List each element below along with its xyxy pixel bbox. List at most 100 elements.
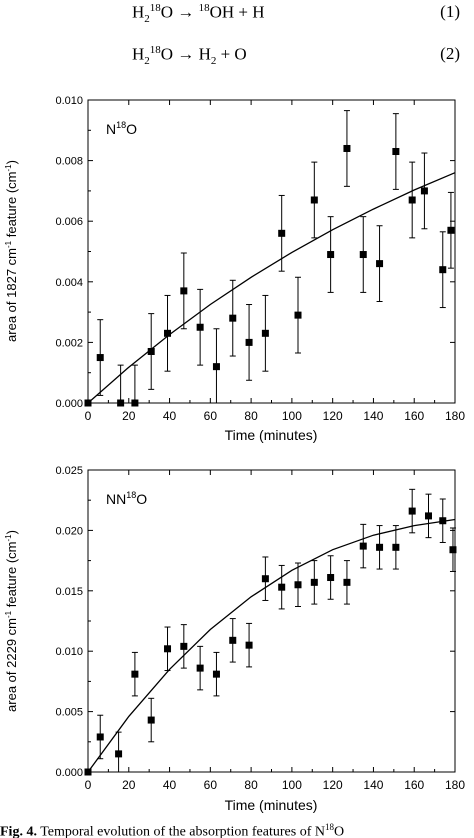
eq1-arrow: → bbox=[177, 2, 195, 22]
x-tick-label: 160 bbox=[404, 409, 424, 423]
data-point bbox=[84, 768, 92, 776]
point-marker bbox=[229, 314, 237, 322]
data-point bbox=[310, 560, 318, 605]
y-tick-label: 0.015 bbox=[55, 586, 83, 598]
data-point bbox=[408, 488, 416, 534]
x-tick-label: 180 bbox=[445, 778, 465, 792]
fit-curve bbox=[87, 172, 456, 404]
y-axis-label: area of 2229 cm-1 feature (cm-1) bbox=[4, 530, 19, 712]
data-point bbox=[212, 328, 220, 404]
point-marker bbox=[327, 574, 335, 582]
data-point bbox=[117, 364, 125, 407]
data-point bbox=[392, 525, 400, 570]
eq1-rhs-sup: 18 bbox=[198, 2, 210, 14]
point-marker bbox=[376, 260, 384, 268]
plot-frame bbox=[87, 99, 456, 404]
point-marker bbox=[278, 583, 286, 591]
point-marker bbox=[408, 507, 416, 515]
data-point bbox=[261, 294, 269, 372]
point-marker bbox=[449, 546, 457, 554]
point-marker bbox=[261, 575, 269, 583]
data-point bbox=[359, 523, 367, 569]
x-tick-label: 160 bbox=[404, 778, 424, 792]
point-marker bbox=[212, 670, 220, 678]
data-point bbox=[196, 645, 204, 691]
point-marker bbox=[310, 578, 318, 586]
data-point bbox=[327, 555, 335, 600]
eq2-arrow: → bbox=[177, 44, 195, 64]
point-marker bbox=[278, 229, 286, 237]
eq2-rhs: H bbox=[198, 44, 211, 64]
data-point bbox=[212, 651, 220, 697]
equation-1-formula: H218O → 18OH + H bbox=[132, 2, 264, 25]
eq2-rhs-sub: 2 bbox=[210, 55, 217, 68]
equation-1-number: (1) bbox=[440, 2, 460, 21]
data-point bbox=[376, 525, 384, 570]
data-point bbox=[96, 319, 104, 396]
point-marker bbox=[96, 733, 104, 741]
data-point bbox=[424, 493, 432, 539]
x-axis-label: Time (minutes) bbox=[225, 797, 318, 813]
x-tick-label: 80 bbox=[244, 778, 258, 792]
point-marker bbox=[376, 543, 384, 551]
point-marker bbox=[180, 642, 188, 650]
plot-frame bbox=[87, 469, 456, 773]
x-tick-label: 80 bbox=[244, 409, 258, 423]
data-point bbox=[439, 498, 447, 543]
point-marker bbox=[131, 399, 139, 407]
data-point bbox=[96, 714, 104, 760]
data-point bbox=[310, 161, 318, 239]
point-marker bbox=[164, 329, 172, 337]
data-point bbox=[343, 110, 351, 187]
eq1-lhs-tail: O bbox=[160, 2, 174, 22]
y-tick-label: 0.000 bbox=[55, 398, 83, 410]
point-marker bbox=[261, 329, 269, 337]
data-point bbox=[327, 216, 335, 293]
point-marker bbox=[439, 266, 447, 274]
data-point bbox=[439, 231, 447, 309]
point-marker bbox=[115, 750, 123, 758]
caption-label: Fig. 4. bbox=[0, 824, 37, 838]
point-marker bbox=[343, 578, 351, 586]
x-tick-label: 40 bbox=[163, 409, 177, 423]
data-points bbox=[84, 110, 455, 407]
eq2-lhs-tail: O bbox=[160, 44, 174, 64]
data-point bbox=[294, 562, 302, 608]
figure-caption: Fig. 4. Temporal evolution of the absorp… bbox=[0, 822, 474, 838]
data-point bbox=[420, 152, 428, 230]
data-point bbox=[343, 560, 351, 605]
data-point bbox=[245, 304, 253, 381]
y-tick-label: 0.006 bbox=[55, 216, 83, 228]
data-point bbox=[229, 618, 237, 663]
y-axis: 0.000 0.002 0.004 0.006 0.008 0.010 bbox=[55, 95, 455, 410]
data-point bbox=[180, 624, 188, 669]
data-point bbox=[392, 113, 400, 190]
point-marker bbox=[147, 716, 155, 724]
y-tick-label: 0.004 bbox=[55, 277, 83, 289]
chart-n18o: 0 20 40 60 80 100 120 140 160 180 0.000 0.002 0.004… bbox=[4, 95, 465, 443]
data-point bbox=[164, 294, 172, 372]
point-marker bbox=[84, 399, 92, 407]
data-point bbox=[131, 651, 139, 697]
fit-curve bbox=[87, 518, 456, 773]
point-marker bbox=[343, 144, 351, 152]
x-tick-label: 20 bbox=[122, 778, 136, 792]
equation-1: H218O → 18OH + H (1) bbox=[0, 0, 474, 30]
data-point bbox=[131, 364, 139, 407]
x-tick-label: 60 bbox=[204, 778, 218, 792]
x-tick-label: 140 bbox=[363, 409, 383, 423]
x-tick-label: 40 bbox=[163, 778, 177, 792]
species-label: N18O bbox=[106, 120, 137, 137]
y-tick-label: 0.000 bbox=[55, 767, 83, 779]
data-point bbox=[84, 399, 92, 407]
point-marker bbox=[180, 287, 188, 295]
x-tick-label: 60 bbox=[204, 409, 218, 423]
x-tick-label: 0 bbox=[85, 409, 92, 423]
x-tick-label: 100 bbox=[282, 409, 302, 423]
species-label: NN18O bbox=[106, 490, 147, 507]
equation-2: H218O → H2 + O (2) bbox=[0, 42, 474, 72]
y-tick-label: 0.010 bbox=[55, 646, 83, 658]
data-point bbox=[245, 622, 253, 668]
x-tick-label: 120 bbox=[323, 778, 343, 792]
x-tick-label: 0 bbox=[85, 778, 92, 792]
